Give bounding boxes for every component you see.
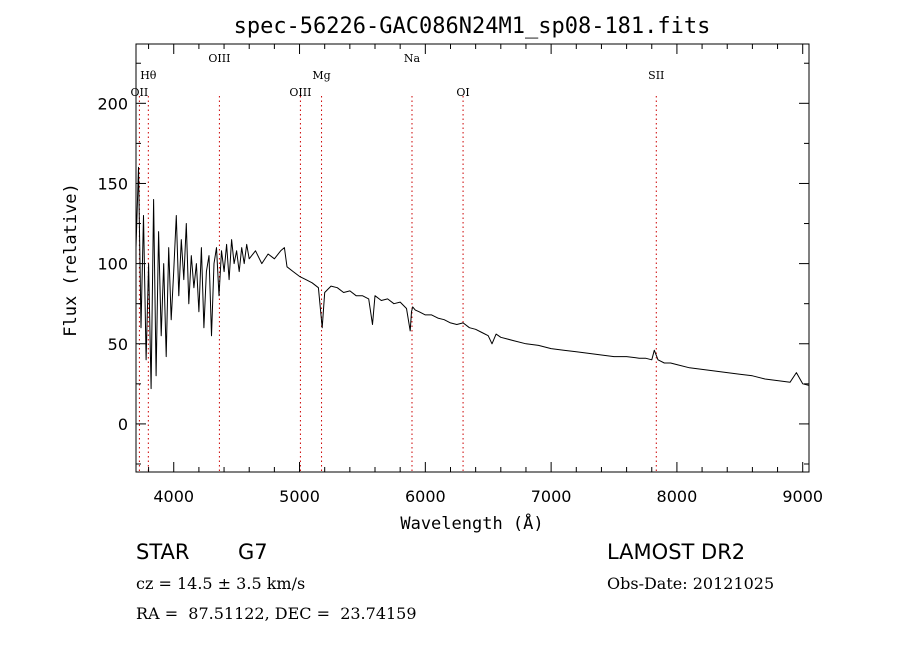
x-tick-label: 6000 [405,487,446,506]
line-label: OII [131,86,149,99]
line-label: OIII [289,86,311,99]
x-tick-label: 5000 [279,487,320,506]
y-tick-label: 100 [97,255,128,274]
x-tick-label: 8000 [657,487,698,506]
y-tick-label: 200 [97,94,128,113]
object-class: STAR [136,540,190,564]
survey-name: LAMOST DR2 [607,540,746,564]
line-label: Mg [312,69,330,82]
x-tick-label: 9000 [782,487,823,506]
y-axis: 0 50 100 150 200 [97,62,809,465]
redshift-readout: cz = 14.5 ± 3.5 km/s [136,574,306,593]
plot-frame [135,43,810,473]
x-axis: 4000 5000 6000 7000 8000 9000 [148,44,823,506]
x-tick-label: 4000 [153,487,194,506]
x-tick-label: 7000 [531,487,572,506]
observation-date: Obs-Date: 20121025 [607,574,775,593]
spectrum-line [135,166,810,390]
line-label: OIII [208,52,230,65]
y-axis-label: Flux (relative) [61,183,81,337]
y-tick-label: 150 [97,174,128,193]
line-label: SII [648,69,664,82]
y-tick-label: 50 [108,335,128,354]
x-axis-label: Wavelength (Å) [400,512,543,534]
chart-title: spec-56226-GAC086N24M1_sp08-181.fits [234,14,711,39]
spectrum-series [135,166,810,390]
y-tick-label: 0 [118,415,128,434]
object-subclass: G7 [238,540,268,564]
coordinates-readout: RA = 87.51122, DEC = 23.74159 [136,604,417,623]
line-label: Hθ [140,69,157,82]
line-label: Na [404,52,421,65]
line-label: OI [456,86,469,99]
